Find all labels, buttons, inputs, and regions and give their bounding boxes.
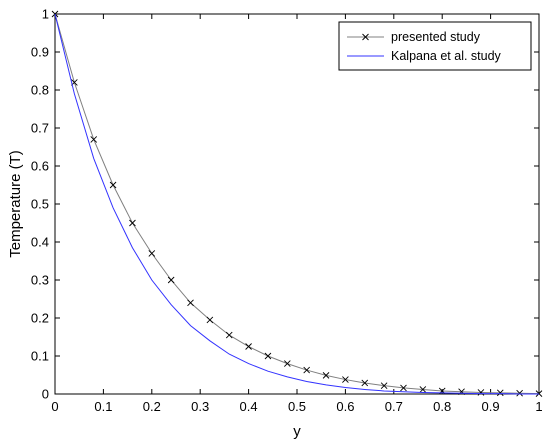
data-point-marker [109,181,117,189]
legend: presented study Kalpana et al. study [338,21,532,71]
legend-label-kalpana-study: Kalpana et al. study [391,49,502,63]
x-tick-label: 0.8 [433,399,451,414]
legend-marker-presented-study [362,33,369,41]
x-tick-label: 0.4 [240,399,258,414]
x-axis-label: y [293,423,301,440]
data-point-marker [419,386,427,393]
data-point-marker [322,372,330,379]
data-point-marker [284,360,291,367]
plot-area [54,13,540,395]
y-tick-label: 0 [42,387,49,402]
y-tick-label: 0.3 [31,273,49,288]
y-tick-label: 0.1 [31,349,49,364]
data-point-marker [129,219,136,227]
data-point-marker [380,382,388,389]
legend-label-presented-study: presented study [391,30,481,44]
data-point-marker [245,343,252,350]
series-group [51,10,543,397]
data-point-marker [400,384,407,392]
x-tick-label: 0.6 [336,399,354,414]
x-tick-label: 0.1 [94,399,112,414]
y-tick-label: 0.4 [31,235,49,250]
y-tick-label: 0.7 [31,121,49,136]
data-point-marker [496,389,504,397]
x-tick-label: 0.9 [482,399,500,414]
data-point-marker [342,376,349,383]
x-tick-label: 0 [51,399,58,414]
data-point-marker [264,352,272,360]
x-tick-label: 0.2 [143,399,161,414]
data-point-marker [225,331,233,339]
data-point-marker [303,366,310,374]
y-tick-label: 0.2 [31,311,49,326]
data-point-marker [187,299,194,307]
legend-box [338,21,532,71]
y-axis-label: Temperature (T) [7,150,24,258]
y-tick-label: 0.9 [31,45,49,60]
data-point-marker [477,389,485,396]
series-line-0 [54,13,540,395]
x-tick-label: 0.5 [288,399,306,414]
data-point-marker [148,250,156,257]
y-tick-label: 0.5 [31,197,49,212]
x-tick-label: 1 [535,399,542,414]
series-line-1 [54,13,539,395]
axis-ticks: 0 0.1 0.2 0.3 0.4 0.5 0.6 0.7 0.8 0.9 1 0 0.1 0.2 0.3 0… [31,7,543,415]
data-point-marker [516,389,523,397]
data-point-marker [90,136,98,143]
x-tick-label: 0.7 [385,399,403,414]
x-tick-label: 0.3 [191,399,209,414]
y-tick-label: 1 [42,7,49,22]
data-point-marker [361,379,369,387]
data-point-marker [206,316,214,324]
data-point-marker [167,276,175,284]
legend-x-marker [362,33,369,41]
y-tick-label: 0.8 [31,83,49,98]
y-tick-label: 0.6 [31,159,49,174]
